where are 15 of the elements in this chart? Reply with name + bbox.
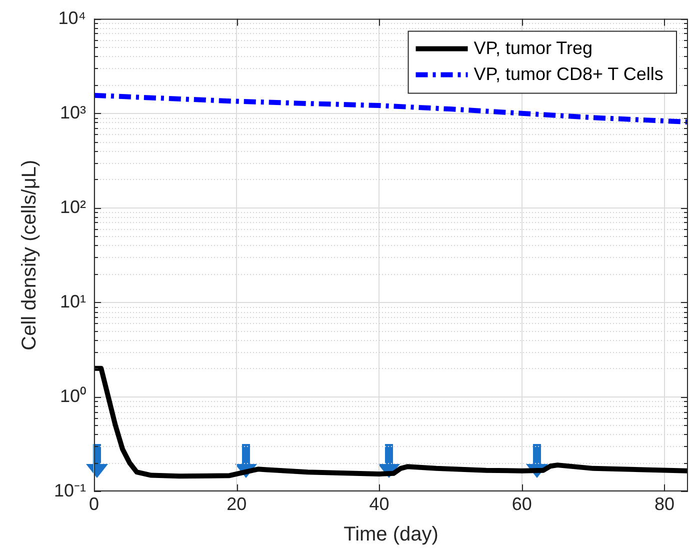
y-tick-label: 10² bbox=[60, 196, 86, 217]
x-tick-label: 80 bbox=[654, 494, 674, 514]
x-tick-label: 0 bbox=[89, 494, 100, 514]
y-tick-label: 10³ bbox=[60, 102, 86, 122]
x-tick-label: 40 bbox=[369, 494, 390, 514]
y-tick-label: 10⁻¹ bbox=[54, 480, 86, 500]
y-tick-label: 10⁴ bbox=[58, 8, 86, 28]
y-tick-label: 10¹ bbox=[60, 291, 86, 312]
y-axis-title: Cell density (cells/μL) bbox=[18, 160, 41, 350]
x-tick-label: 60 bbox=[512, 494, 532, 514]
legend-label: VP, tumor CD8+ T Cells bbox=[474, 64, 664, 84]
y-tick-label: 10⁰ bbox=[60, 386, 86, 406]
x-tick-label: 20 bbox=[226, 494, 247, 514]
legend-label: VP, tumor Treg bbox=[474, 38, 593, 58]
x-axis-title: Time (day) bbox=[344, 524, 438, 546]
